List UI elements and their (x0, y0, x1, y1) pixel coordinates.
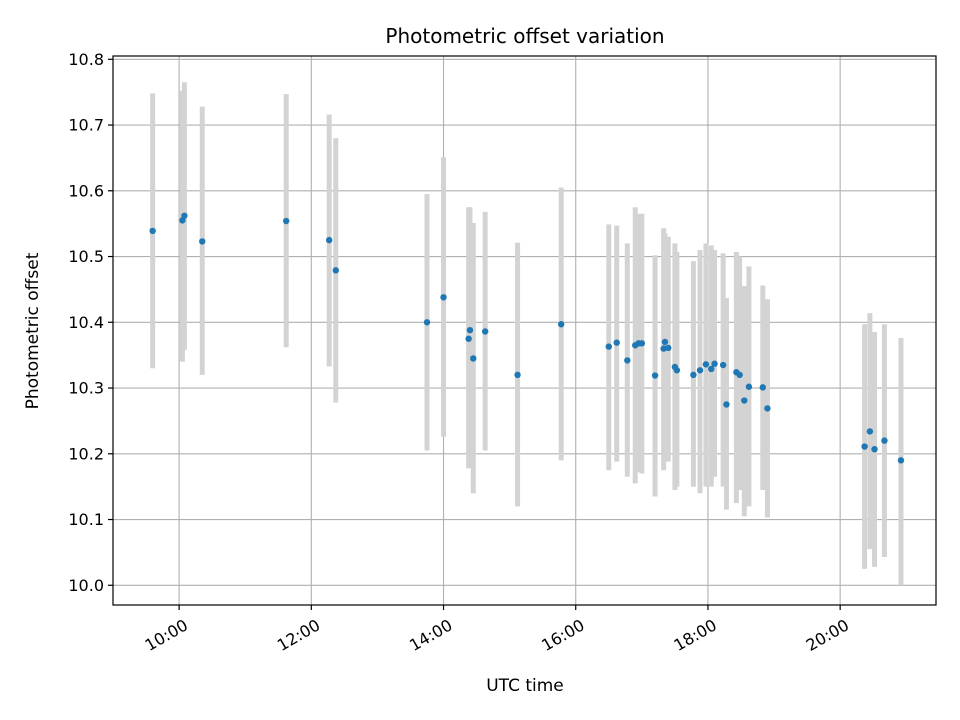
data-point (638, 340, 646, 347)
data-point (199, 238, 206, 245)
y-axis-label: Photometric offset (23, 252, 43, 409)
plot-area (113, 56, 936, 605)
data-point (149, 227, 156, 235)
data-point (651, 372, 659, 379)
data-point (736, 371, 743, 379)
data-point (470, 355, 477, 362)
data-point (764, 405, 771, 412)
data-point (871, 445, 878, 453)
y-tick-label: 10.6 (68, 181, 104, 200)
y-tick-label: 10.4 (68, 313, 104, 332)
data-point (557, 321, 565, 328)
data-point (181, 212, 188, 219)
data-point (702, 361, 710, 368)
chart-title: Photometric offset variation (385, 24, 664, 48)
y-tick-label: 10.3 (68, 379, 104, 398)
data-point (711, 360, 718, 367)
data-point (465, 335, 472, 342)
data-point (673, 367, 681, 374)
y-axis-ticks: 10.0 10.1 10.2 10.3 10.4 10.5 10.6 10.7 10.8 (68, 50, 113, 595)
data-point (661, 338, 669, 346)
data-point (423, 319, 431, 326)
data-point (440, 294, 447, 301)
data-point (514, 371, 521, 379)
data-points (149, 212, 905, 464)
data-point (696, 367, 704, 374)
data-point (723, 401, 730, 408)
y-tick-label: 10.5 (68, 247, 104, 266)
data-point (719, 361, 727, 369)
grid-lines (113, 56, 936, 605)
y-tick-label: 10.0 (68, 576, 104, 595)
data-point (881, 437, 888, 444)
data-point (690, 371, 697, 379)
data-point (624, 357, 631, 364)
data-point (466, 326, 474, 334)
data-point (708, 365, 715, 373)
y-tick-label: 10.8 (68, 50, 104, 69)
data-point (759, 384, 767, 391)
data-point (861, 443, 868, 450)
y-tick-label: 10.7 (68, 116, 104, 135)
x-axis-label: UTC time (486, 676, 564, 696)
plot-frame (112, 55, 937, 606)
data-point (325, 236, 333, 244)
y-tick-label: 10.1 (68, 510, 104, 529)
data-point (741, 397, 748, 404)
data-point (866, 428, 874, 435)
data-point (282, 217, 290, 225)
data-point (605, 343, 612, 350)
data-point (613, 339, 620, 346)
data-point (897, 457, 905, 464)
data-point (332, 267, 339, 274)
y-tick-label: 10.2 (68, 444, 104, 463)
data-point (481, 328, 489, 335)
data-point (665, 344, 672, 352)
data-point (745, 383, 753, 390)
